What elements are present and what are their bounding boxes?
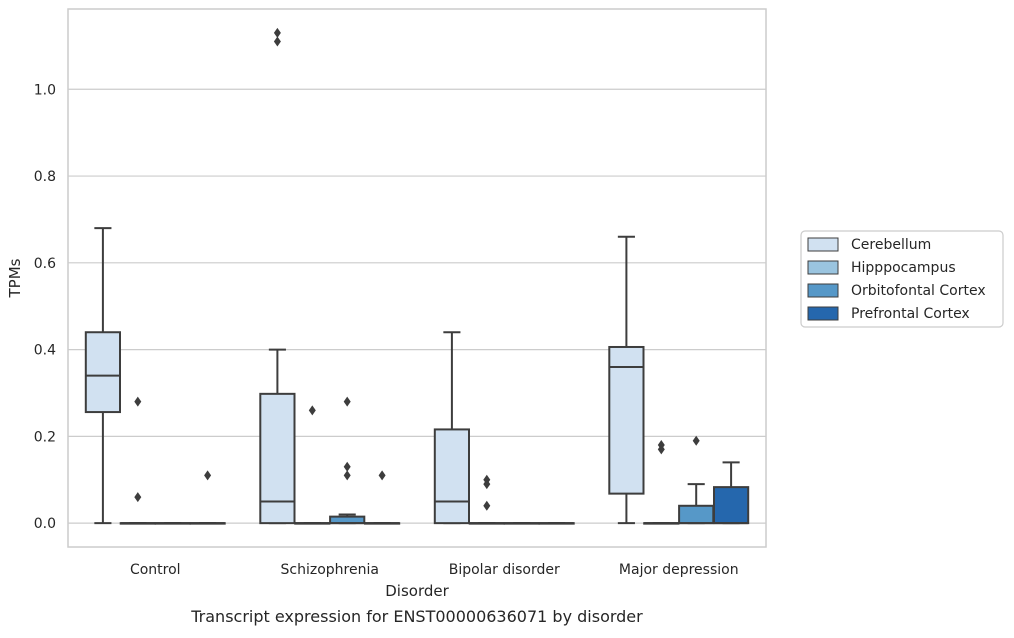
legend-label: Orbitofontal Cortex <box>851 283 986 299</box>
box-prefrontal-cortex-major-depression <box>712 461 750 525</box>
outlier-point <box>378 470 386 481</box>
box-body <box>84 331 122 414</box>
outlier-point <box>273 27 281 38</box>
box-body <box>259 392 296 525</box>
legend-swatch <box>807 283 839 298</box>
y-tick-label: 0.4 <box>34 343 56 359</box>
box-cerebellum-control <box>84 227 122 525</box>
legend-swatch <box>807 260 839 275</box>
box-cerebellum-major-depression <box>608 235 645 525</box>
plot-frame <box>67 8 767 548</box>
box-prefrontal-cortex-schizophrenia <box>363 470 401 525</box>
y-tick-label: 0.6 <box>34 256 56 272</box>
outlier-point <box>134 396 142 407</box>
box-body <box>712 486 750 525</box>
x-tick-label: Major depression <box>619 562 739 578</box>
x-tick-label: Bipolar disorder <box>449 562 560 578</box>
box-orbitofontal-cortex-major-depression <box>678 435 715 525</box>
box-prefrontal-cortex-bipolar-disorder <box>538 522 575 525</box>
box-orbitofontal-cortex-bipolar-disorder <box>503 522 540 525</box>
x-tick-label: Control <box>130 562 181 578</box>
y-axis-label: TPMs <box>6 258 24 298</box>
legend-label: Hipppocampus <box>851 260 956 276</box>
outlier-point <box>657 440 665 451</box>
outlier-point <box>308 405 316 416</box>
y-tick-label: 0.2 <box>34 429 56 445</box>
y-tick-label: 0.8 <box>34 169 56 185</box>
legend-swatch <box>807 237 839 252</box>
box-cerebellum-bipolar-disorder <box>433 331 471 525</box>
box-prefrontal-cortex-control <box>189 470 226 525</box>
y-tick-label: 0.0 <box>34 516 56 532</box>
outlier-point <box>273 36 281 47</box>
chart-caption: Transcript expression for ENST0000063607… <box>190 607 643 626</box>
outlier-point <box>343 470 351 481</box>
box-body <box>678 504 715 525</box>
legend: Cerebellum Hipppocampus Orbitofontal Corte… <box>800 230 1004 328</box>
outlier-point <box>483 474 491 485</box>
box-body <box>608 345 645 495</box>
box-orbitofontal-cortex-schizophrenia <box>329 396 366 525</box>
box-cerebellum-schizophrenia <box>259 27 296 525</box>
legend-label: Cerebellum <box>851 237 931 253</box>
legend-frame <box>800 230 1004 328</box>
y-tick-label: 1.0 <box>34 82 56 98</box>
x-tick-label: Schizophrenia <box>281 562 379 578</box>
x-axis-label: Disorder <box>385 582 449 600</box>
plot-background <box>68 9 766 547</box>
outlier-point <box>483 500 491 511</box>
box-body <box>433 428 471 525</box>
legend-label: Prefrontal Cortex <box>851 306 970 322</box>
legend-swatch <box>807 306 839 321</box>
outlier-point <box>343 396 351 407</box>
outlier-point <box>204 470 212 481</box>
outlier-point <box>134 492 142 503</box>
outlier-point <box>343 461 351 472</box>
box-orbitofontal-cortex-control <box>154 522 191 525</box>
outlier-point <box>692 435 700 446</box>
